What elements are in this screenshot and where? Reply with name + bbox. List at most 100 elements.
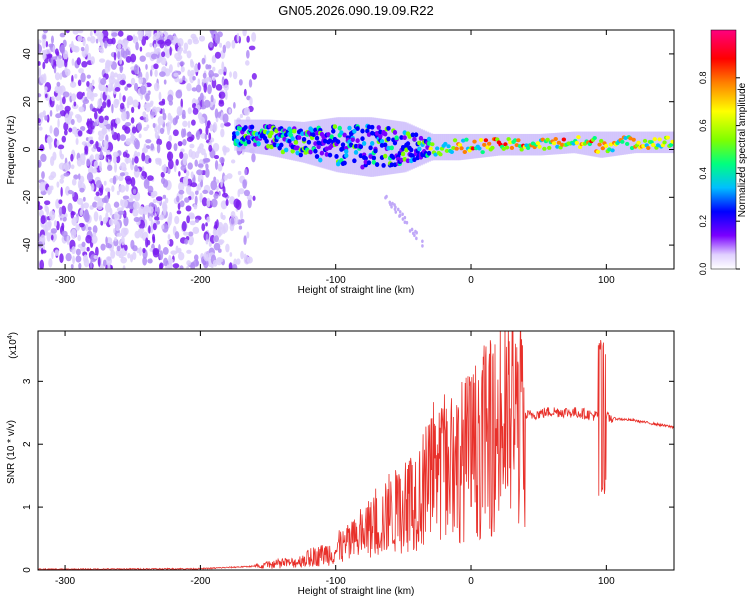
noise-speckle: [53, 66, 57, 74]
noise-speckle: [105, 123, 111, 130]
noise-speckle: [176, 195, 180, 203]
noise-speckle: [132, 208, 139, 217]
ridge-halo: [327, 118, 332, 170]
noise-speckle: [157, 115, 165, 126]
noise-speckle: [185, 170, 190, 177]
noise-speckle: [53, 127, 60, 137]
noise-speckle: [80, 245, 86, 252]
noise-speckle: [75, 255, 82, 263]
ridge-blob: [379, 139, 385, 144]
noise-speckle: [97, 130, 103, 137]
noise-speckle: [61, 230, 68, 237]
noise-speckle: [183, 49, 188, 54]
ridge-halo: [467, 133, 472, 160]
ridge-blob: [337, 125, 342, 131]
ridge-blob: [318, 157, 323, 163]
noise-speckle: [141, 147, 149, 154]
noise-speckle: [187, 120, 191, 129]
spectrogram-y-label: Frequency (Hz): [6, 116, 17, 185]
noise-speckle: [108, 218, 114, 226]
ridge-blob: [483, 138, 489, 143]
noise-speckle: [246, 49, 250, 59]
snr-y-tick-label: 1: [22, 504, 33, 510]
noise-speckle: [78, 262, 82, 269]
ridge-halo: [418, 128, 423, 166]
ridge-halo: [512, 133, 517, 156]
noise-speckle: [64, 113, 70, 124]
ridge-blob: [246, 139, 252, 145]
noise-speckle: [73, 174, 79, 180]
noise-speckle: [76, 157, 83, 167]
ridge-blob: [296, 135, 302, 140]
noise-speckle: [60, 186, 63, 197]
noise-speckle: [194, 254, 199, 261]
noise-speckle: [44, 200, 51, 206]
snr-y-tick-label: 2: [22, 441, 33, 447]
noise-speckle: [156, 138, 163, 146]
noise-speckle: [98, 115, 104, 124]
ridge-halo: [630, 131, 635, 154]
noise-speckle: [209, 41, 213, 48]
noise-speckle: [149, 69, 153, 77]
noise-speckle: [79, 187, 85, 193]
noise-speckle: [175, 115, 180, 120]
noise-speckle: [93, 30, 97, 34]
noise-speckle: [106, 164, 113, 172]
noise-speckle: [212, 228, 217, 237]
noise-speckle: [201, 223, 206, 232]
noise-speckle: [100, 78, 107, 86]
ridge-blob: [404, 147, 409, 153]
noise-speckle: [157, 39, 165, 45]
noise-speckle: [111, 32, 118, 37]
noise-speckle: [69, 81, 77, 88]
noise-speckle: [134, 139, 140, 150]
noise-speckle: [130, 106, 135, 114]
streak-dot: [401, 212, 404, 217]
ridge-blob: [361, 141, 367, 146]
noise-speckle: [197, 78, 201, 86]
ridge-blob: [504, 145, 510, 150]
noise-speckle: [71, 103, 79, 110]
ridge-blob: [342, 160, 347, 166]
noise-speckle: [182, 138, 187, 146]
noise-speckle: [135, 41, 139, 51]
snr-x-tick-label: 0: [468, 576, 474, 587]
ridge-halo: [540, 133, 545, 156]
noise-speckle: [151, 233, 156, 242]
noise-speckle: [210, 263, 214, 269]
noise-speckle: [201, 57, 206, 65]
noise-speckle: [110, 71, 115, 81]
noise-speckle: [222, 222, 229, 233]
noise-speckle: [205, 222, 208, 227]
noise-speckle: [97, 256, 101, 268]
streak-dot: [398, 213, 402, 218]
ridge-blob: [306, 139, 312, 145]
snr-x-tick-label: -200: [190, 576, 210, 587]
noise-speckle: [243, 106, 250, 116]
noise-speckle: [188, 148, 193, 158]
noise-speckle: [187, 107, 192, 115]
noise-speckle: [168, 266, 173, 269]
ridge-blob: [553, 136, 558, 141]
noise-speckle: [148, 216, 153, 222]
noise-speckle: [117, 30, 124, 37]
ridge-blob: [352, 128, 357, 134]
noise-speckle: [184, 197, 190, 203]
noise-speckle: [205, 63, 209, 70]
ridge-blob: [446, 144, 451, 149]
noise-speckle: [158, 91, 162, 101]
noise-speckle: [209, 30, 215, 34]
noise-speckle: [148, 157, 152, 164]
noise-speckle: [242, 179, 247, 189]
ridge-blob: [360, 164, 365, 170]
spec-x-tick-label: 100: [598, 275, 615, 286]
ridge-blob: [454, 146, 459, 151]
noise-speckle: [202, 189, 209, 194]
noise-speckle: [167, 233, 171, 240]
colorbar: 0.0 0.2 0.4 0.6 0.8 Normalized spectral ampl…: [698, 29, 748, 275]
noise-speckle: [40, 247, 44, 255]
noise-speckle: [178, 170, 181, 177]
ridge-blob: [662, 140, 667, 145]
noise-speckle: [50, 35, 54, 44]
noise-speckle: [214, 51, 221, 59]
